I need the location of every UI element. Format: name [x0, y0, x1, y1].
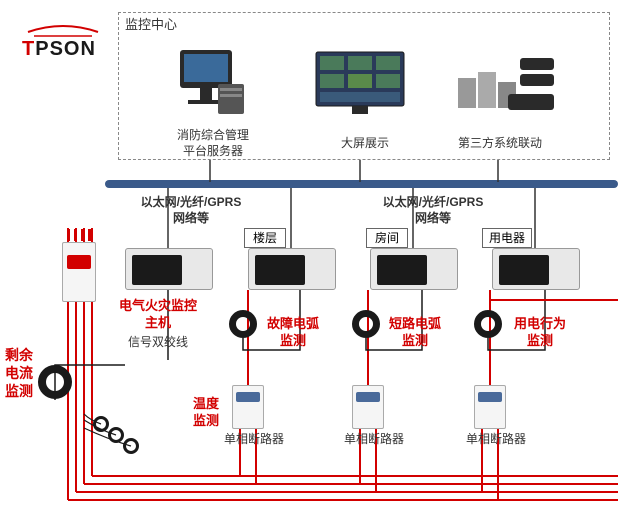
fire-monitor-label: 电气火灾监控 主机 — [108, 298, 208, 332]
network-label-2: 以太网/光纤/GPRS 网络等 — [368, 195, 498, 226]
ct-sensor-2 — [352, 310, 380, 338]
breaker-label-1: 单相断路器 — [224, 432, 284, 448]
breaker-1 — [232, 385, 264, 429]
temp-sensor-2 — [108, 427, 124, 443]
breaker-2 — [352, 385, 384, 429]
ct-sensor-3 — [474, 310, 502, 338]
top-title: 监控中心 — [125, 17, 177, 34]
logo: TPSON — [18, 24, 108, 69]
temp-sensor-3 — [123, 438, 139, 454]
residual-current-label: 剩余 电流 监测 — [2, 346, 36, 401]
floor-label-2: 房间 — [366, 228, 408, 248]
floor-label-1: 楼层 — [244, 228, 286, 248]
twisted-pair-label: 信号双绞线 — [128, 335, 188, 351]
monitor-device-4 — [492, 248, 580, 290]
temperature-label: 温度 监测 — [186, 396, 226, 430]
breaker-label-2: 单相断路器 — [344, 432, 404, 448]
fault-arc-label: 故障电弧 监测 — [258, 316, 328, 350]
usage-label: 用电行为 监测 — [502, 316, 578, 350]
ct-sensor-main — [38, 365, 72, 399]
ct-sensor-1 — [229, 310, 257, 338]
floor-label-3: 用电器 — [482, 228, 532, 248]
monitor-device-2 — [248, 248, 336, 290]
main-breaker — [62, 242, 96, 302]
big-screen-label: 大屏展示 — [335, 136, 395, 152]
server-label: 消防综合管理 平台服务器 — [168, 128, 258, 159]
network-label-1: 以太网/光纤/GPRS 网络等 — [126, 195, 256, 226]
third-party-label: 第三方系统联动 — [450, 136, 550, 152]
monitor-device-1 — [125, 248, 213, 290]
breaker-3 — [474, 385, 506, 429]
short-arc-label: 短路电弧 监测 — [380, 316, 450, 350]
breaker-label-3: 单相断路器 — [466, 432, 526, 448]
monitor-device-3 — [370, 248, 458, 290]
temp-sensor-1 — [93, 416, 109, 432]
